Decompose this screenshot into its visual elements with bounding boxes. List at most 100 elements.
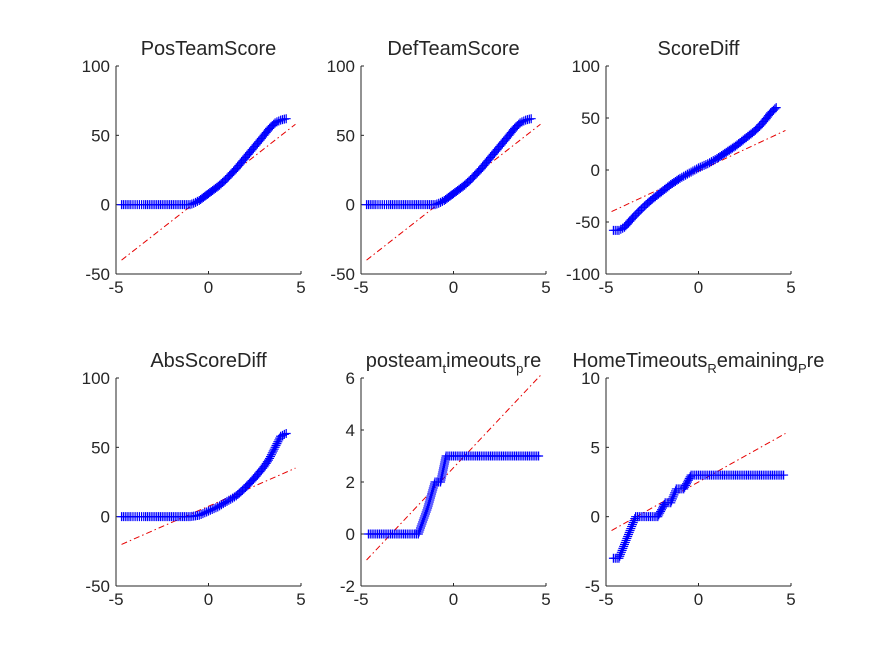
data-point [270,118,280,128]
data-point [198,509,208,519]
y-tick-label: 0 [101,196,110,215]
x-tick-label: -5 [598,590,613,609]
data-point [270,442,280,452]
data-point [515,118,525,128]
panel-title: posteamtimeoutspre [366,350,541,376]
data-series [608,103,781,235]
y-tick-label: 0 [591,161,600,180]
data-point [684,168,694,178]
data-point [627,522,637,532]
data-point [415,523,425,533]
data-point [681,170,691,180]
title-text: posteam [366,350,443,372]
data-point [187,199,197,209]
x-tick-label: 5 [541,590,550,609]
data-point [209,504,219,514]
data-point [418,517,428,527]
data-point [279,429,289,439]
y-tick-label: 50 [581,109,600,128]
y-tick-label: 2 [346,473,355,492]
data-point [421,507,431,517]
data-point [281,428,291,438]
reference-line [611,433,786,531]
data-point [706,157,716,167]
data-point [274,435,284,445]
data-point [771,103,781,113]
reference-line [121,467,296,545]
data-point [615,551,625,561]
data-point [265,453,275,463]
data-point [278,430,287,440]
data-point [708,156,718,166]
x-tick-label: -5 [108,278,123,297]
data-point [677,172,687,182]
y-tick-label: -2 [340,577,355,596]
data-point [616,224,626,234]
x-tick-label: 5 [296,590,305,609]
data-point [617,545,627,555]
x-tick-label: 0 [204,278,213,297]
y-tick-label: -100 [566,265,600,284]
data-point [682,169,692,179]
data-point [196,509,206,519]
data-point [416,521,426,531]
panel-title: AbsScoreDiff [150,350,267,372]
x-tick-label: 0 [449,278,458,297]
title-text: emaining [717,350,798,372]
x-tick-label: -5 [353,278,368,297]
data-point [430,200,440,210]
data-series [363,451,544,539]
x-tick-label: 0 [694,278,703,297]
data-point [620,539,629,549]
y-tick-label: -50 [330,265,355,284]
y-tick-label: 100 [572,57,600,76]
data-point [207,504,217,514]
y-tick-label: 50 [91,438,110,457]
y-tick-label: 5 [591,438,600,457]
data-point [627,520,637,530]
data-point [434,198,444,208]
title-text: re [807,350,825,372]
data-point [414,527,424,537]
data-point [274,116,284,126]
data-point [228,493,238,503]
data-point [779,470,789,480]
title-subscript: t [443,361,447,376]
data-point [218,499,228,509]
title-text: imeouts [446,350,516,372]
panel-title: DefTeamScore [387,38,519,60]
y-tick-label: 50 [336,126,355,145]
data-series [362,114,536,210]
data-point [191,197,201,207]
title-text: re [523,350,541,372]
y-tick-label: -50 [85,577,110,596]
data-point [271,440,281,450]
title-text: ScoreDiff [658,38,740,60]
data-point [204,506,213,516]
x-tick-label: 5 [786,278,795,297]
data-point [222,496,232,506]
data-point [686,167,696,177]
data-point [272,439,282,449]
data-point [216,500,226,510]
subplot-5: -5 0 5 -2 0 2 4 6 posteamtimeoutspre [340,350,551,609]
data-point [619,541,629,551]
x-tick-label: 0 [449,590,458,609]
data-point [224,495,234,505]
data-point [526,114,536,124]
y-tick-label: -5 [585,577,600,596]
data-point [415,525,425,535]
data-point [205,505,215,515]
y-tick-label: 6 [346,369,355,388]
y-tick-label: 0 [591,508,600,527]
data-point [417,519,427,529]
data-point [418,515,428,525]
data-point [413,529,423,539]
data-point [519,116,529,126]
data-point [620,537,630,547]
data-point [705,158,715,168]
data-point [420,511,430,521]
data-point [621,535,631,545]
